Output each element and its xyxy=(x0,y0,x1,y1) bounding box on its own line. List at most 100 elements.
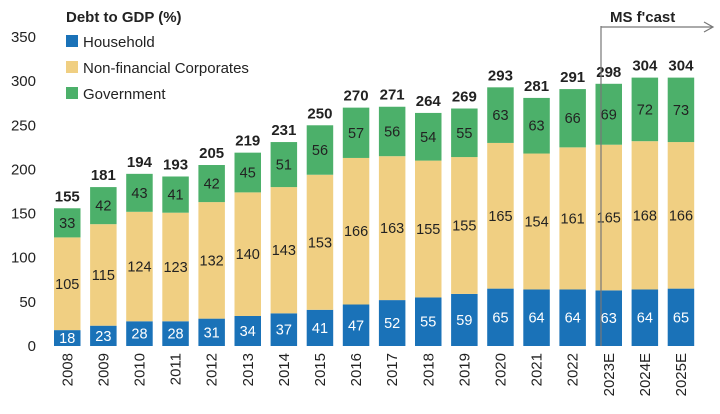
bar-government-2015 xyxy=(306,125,334,175)
data-label-household-2023E: 63 xyxy=(601,311,617,327)
y-tick-label-250: 250 xyxy=(11,117,36,134)
forecast-arrow-head xyxy=(703,21,715,33)
x-tick-label-2016: 2016 xyxy=(348,353,365,386)
data-label-household-2014: 37 xyxy=(276,323,292,339)
data-label-household-2008: 18 xyxy=(59,331,75,347)
total-label-2022: 291 xyxy=(560,69,585,86)
data-label-household-2022: 64 xyxy=(565,311,581,327)
bar-household-2020 xyxy=(487,288,514,346)
data-label-government-2025E: 73 xyxy=(673,103,689,119)
bar-government-2014 xyxy=(270,142,298,188)
bar-government-2020 xyxy=(487,87,514,143)
bar-government-2010 xyxy=(126,173,153,212)
legend-label-government: Government xyxy=(83,86,166,103)
data-label-non-financial-corporates-2016: 166 xyxy=(344,224,368,240)
data-label-government-2008: 33 xyxy=(59,216,75,232)
bar-household-2014 xyxy=(270,313,298,346)
bar-non-financial-corporates-2009 xyxy=(90,224,117,326)
bar-government-2022 xyxy=(559,89,586,148)
bar-government-2011 xyxy=(162,176,189,213)
data-label-non-financial-corporates-2023E: 165 xyxy=(597,211,621,227)
total-label-2023E: 298 xyxy=(596,64,621,81)
data-label-government-2024E: 72 xyxy=(637,102,653,118)
total-label-2016: 270 xyxy=(344,88,369,105)
forecast-marker: MS f'cast xyxy=(600,9,715,346)
bar-non-financial-corporates-2011 xyxy=(162,212,189,322)
bar-non-financial-corporates-2017 xyxy=(378,156,406,301)
legend-swatch-government xyxy=(66,87,78,99)
bar-non-financial-corporates-2022 xyxy=(559,147,586,290)
x-tick-label-2012: 2012 xyxy=(204,353,221,386)
total-label-2010: 194 xyxy=(127,154,153,171)
bar-government-2017 xyxy=(378,106,406,157)
total-label-2013: 219 xyxy=(235,133,260,150)
bar-government-2024E xyxy=(631,77,659,142)
data-label-household-2024E: 64 xyxy=(637,311,653,327)
y-tick-label-0: 0 xyxy=(28,338,36,355)
data-label-household-2016: 47 xyxy=(348,318,364,334)
data-label-household-2015: 41 xyxy=(312,321,328,337)
legend-label-household: Household xyxy=(83,34,155,51)
data-label-government-2009: 42 xyxy=(95,199,111,215)
x-tick-label-2017: 2017 xyxy=(384,353,401,386)
data-label-government-2013: 45 xyxy=(240,166,256,182)
data-label-government-2020: 63 xyxy=(492,108,508,124)
bar-non-financial-corporates-2010 xyxy=(126,211,153,322)
x-tick-label-2009: 2009 xyxy=(95,353,112,386)
bar-household-2008 xyxy=(54,330,81,346)
total-label-2012: 205 xyxy=(199,145,224,162)
data-label-non-financial-corporates-2010: 124 xyxy=(127,260,151,276)
x-tick-label-2022: 2022 xyxy=(565,353,582,386)
bar-household-2023E xyxy=(595,290,622,346)
chart-title: Debt to GDP (%) xyxy=(66,9,182,26)
data-label-government-2012: 42 xyxy=(204,177,220,193)
bar-household-2022 xyxy=(559,289,586,346)
total-label-2021: 281 xyxy=(524,78,549,95)
bar-non-financial-corporates-2023E xyxy=(595,144,622,291)
data-label-government-2014: 51 xyxy=(276,158,292,174)
bar-non-financial-corporates-2020 xyxy=(487,142,514,289)
x-tick-label-2020: 2020 xyxy=(492,353,509,386)
total-label-2024E: 304 xyxy=(632,58,658,75)
data-label-household-2025E: 65 xyxy=(673,310,689,326)
bar-household-2010 xyxy=(126,321,153,346)
bar-government-2023E xyxy=(595,83,622,145)
data-label-non-financial-corporates-2021: 154 xyxy=(524,215,548,231)
data-label-household-2010: 28 xyxy=(131,327,147,343)
total-label-2025E: 304 xyxy=(668,58,694,75)
x-tick-label-2015: 2015 xyxy=(312,353,329,386)
bar-non-financial-corporates-2012 xyxy=(198,202,225,319)
data-label-non-financial-corporates-2024E: 168 xyxy=(633,208,657,224)
total-label-2014: 231 xyxy=(271,122,296,139)
data-label-government-2011: 41 xyxy=(167,188,183,204)
x-tick-label-2023E: 2023E xyxy=(601,353,618,396)
data-label-government-2016: 57 xyxy=(348,126,364,142)
data-label-non-financial-corporates-2013: 140 xyxy=(236,247,260,263)
total-label-2020: 293 xyxy=(488,67,513,84)
bar-government-2025E xyxy=(667,77,695,143)
bar-non-financial-corporates-2014 xyxy=(270,187,298,314)
x-tick-label-2011: 2011 xyxy=(168,353,185,385)
data-label-household-2019: 59 xyxy=(456,313,472,329)
data-label-non-financial-corporates-2008: 105 xyxy=(55,277,79,293)
bar-household-2015 xyxy=(306,309,334,346)
bars: 18 105 33 155 23 115 42 181 28 124 43 194 28 123 41 193… xyxy=(54,58,695,347)
data-label-government-2023E: 69 xyxy=(601,107,617,123)
data-label-non-financial-corporates-2025E: 166 xyxy=(669,208,693,224)
bar-household-2018 xyxy=(415,297,442,346)
bar-government-2008 xyxy=(54,208,81,238)
bar-government-2013 xyxy=(234,152,261,193)
data-label-non-financial-corporates-2019: 155 xyxy=(452,218,476,234)
bar-household-2012 xyxy=(198,318,225,346)
y-tick-label-350: 350 xyxy=(11,29,36,46)
x-tick-label-2014: 2014 xyxy=(276,353,293,386)
y-tick-label-300: 300 xyxy=(11,73,36,90)
bar-household-2021 xyxy=(523,289,550,346)
bar-household-2011 xyxy=(162,321,189,346)
data-label-non-financial-corporates-2009: 115 xyxy=(92,268,115,284)
bar-household-2013 xyxy=(234,315,261,346)
data-label-household-2009: 23 xyxy=(95,329,111,345)
data-label-household-2013: 34 xyxy=(240,324,256,340)
legend-swatch-household xyxy=(66,35,78,47)
